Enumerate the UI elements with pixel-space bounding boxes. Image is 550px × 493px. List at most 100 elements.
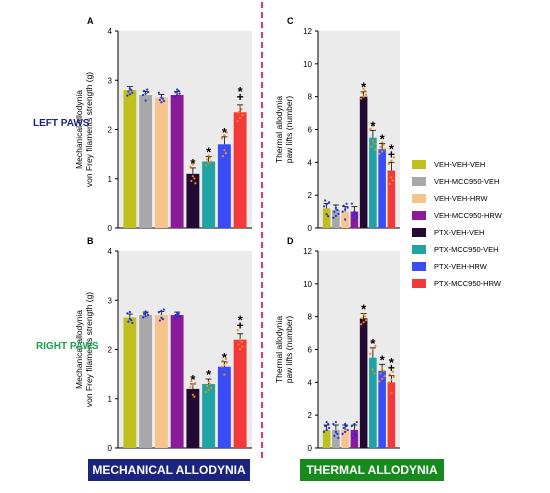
data-point xyxy=(337,212,340,215)
data-point xyxy=(353,432,356,435)
data-point xyxy=(178,92,181,95)
data-point xyxy=(333,210,336,214)
data-point xyxy=(387,381,390,384)
legend-label: PTX-MCC950-HRW xyxy=(434,279,501,288)
data-point xyxy=(373,372,376,375)
data-point xyxy=(355,420,358,424)
significance-marker: * xyxy=(361,80,367,95)
data-point xyxy=(361,317,364,320)
data-point xyxy=(223,373,226,376)
data-point xyxy=(207,388,210,391)
data-point xyxy=(191,393,194,396)
data-point xyxy=(323,430,326,434)
data-point xyxy=(390,378,393,381)
y-tick-label: 2 xyxy=(308,411,313,420)
data-point xyxy=(223,363,226,366)
data-point xyxy=(345,202,348,205)
data-point xyxy=(334,430,337,434)
y-axis-label: paw lifts (number) xyxy=(284,96,294,164)
significance-marker: * xyxy=(389,141,395,156)
bar xyxy=(217,144,231,228)
data-point xyxy=(220,137,223,140)
data-point xyxy=(178,315,181,318)
bar xyxy=(332,209,340,228)
data-point xyxy=(130,319,133,322)
data-point xyxy=(240,108,243,111)
bar xyxy=(154,97,168,228)
data-point xyxy=(362,87,365,90)
data-point xyxy=(379,145,382,149)
data-point xyxy=(327,215,330,218)
data-point xyxy=(224,357,227,360)
data-point xyxy=(362,313,365,316)
significance-marker: + xyxy=(237,90,244,104)
y-tick-label: 4 xyxy=(108,27,113,36)
data-point xyxy=(225,361,228,364)
data-point xyxy=(193,395,196,398)
data-point xyxy=(351,214,354,217)
significance-marker: * xyxy=(380,352,386,367)
bar xyxy=(186,173,200,228)
significance-marker: * xyxy=(380,131,386,146)
data-point xyxy=(350,202,353,205)
bar xyxy=(139,95,153,229)
data-point xyxy=(391,179,394,182)
data-point xyxy=(327,422,330,426)
y-axis-label: von Frey filaments strength (g) xyxy=(84,292,94,407)
data-point xyxy=(346,428,349,432)
y-tick-label: 8 xyxy=(308,93,313,102)
significance-marker: + xyxy=(388,147,395,161)
plot-area xyxy=(118,31,252,228)
data-point xyxy=(371,348,374,351)
data-point xyxy=(392,375,395,379)
data-point xyxy=(369,127,372,130)
panel-letter: A xyxy=(87,16,94,26)
data-point xyxy=(383,374,386,378)
bar xyxy=(139,315,153,448)
significance-marker: + xyxy=(388,361,395,375)
data-point xyxy=(162,308,165,311)
data-point xyxy=(369,352,372,355)
data-point xyxy=(333,434,336,437)
data-point xyxy=(344,430,347,434)
data-point xyxy=(360,323,363,326)
y-axis-label: von Frey filaments strength (g) xyxy=(84,72,94,187)
data-point xyxy=(353,422,356,426)
data-point xyxy=(142,316,145,319)
data-point xyxy=(382,369,385,372)
y-tick-label: 4 xyxy=(308,158,313,167)
data-point xyxy=(128,317,131,320)
legend-swatch xyxy=(412,279,426,288)
legend-swatch xyxy=(412,228,426,237)
data-point xyxy=(388,182,391,185)
data-point xyxy=(144,310,147,313)
data-point xyxy=(378,152,381,155)
data-point xyxy=(157,311,160,314)
y-tick-label: 4 xyxy=(308,378,313,387)
data-point xyxy=(341,432,344,435)
y-axis-label: Thermal allodynia xyxy=(274,316,284,383)
data-point xyxy=(223,134,226,137)
data-point xyxy=(160,101,163,104)
bar xyxy=(233,339,247,448)
data-point xyxy=(239,338,242,341)
data-point xyxy=(336,208,339,212)
significance-marker: * xyxy=(370,336,376,351)
data-point xyxy=(162,99,165,103)
bar xyxy=(202,161,216,228)
data-point xyxy=(239,348,242,351)
data-point xyxy=(176,311,179,314)
y-tick-label: 3 xyxy=(108,296,113,305)
significance-marker: * xyxy=(206,367,212,382)
data-point xyxy=(344,208,347,211)
data-point xyxy=(160,309,163,312)
y-tick-label: 8 xyxy=(308,313,313,322)
significance-marker: * xyxy=(370,118,376,133)
data-point xyxy=(240,340,243,344)
data-point xyxy=(224,152,227,155)
plot-area xyxy=(318,251,400,448)
y-tick-label: 0 xyxy=(108,224,113,233)
data-point xyxy=(220,365,223,368)
data-point xyxy=(237,343,240,346)
